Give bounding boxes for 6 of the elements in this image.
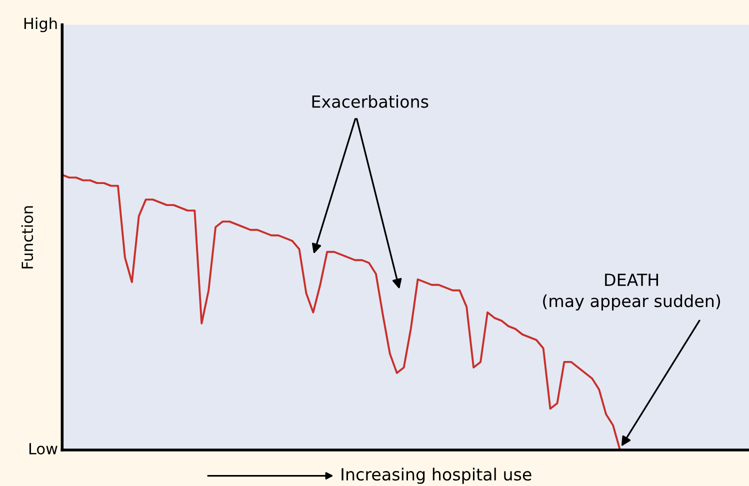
text: High	[24, 17, 57, 32]
y-axis-title: Function	[21, 206, 34, 268]
text: Exacerbations	[312, 94, 428, 108]
text: Low	[29, 443, 58, 454]
x-axis-title: Increasing hospital use	[342, 468, 532, 484]
annotation: DEATH (may appear sudden)	[543, 274, 720, 311]
